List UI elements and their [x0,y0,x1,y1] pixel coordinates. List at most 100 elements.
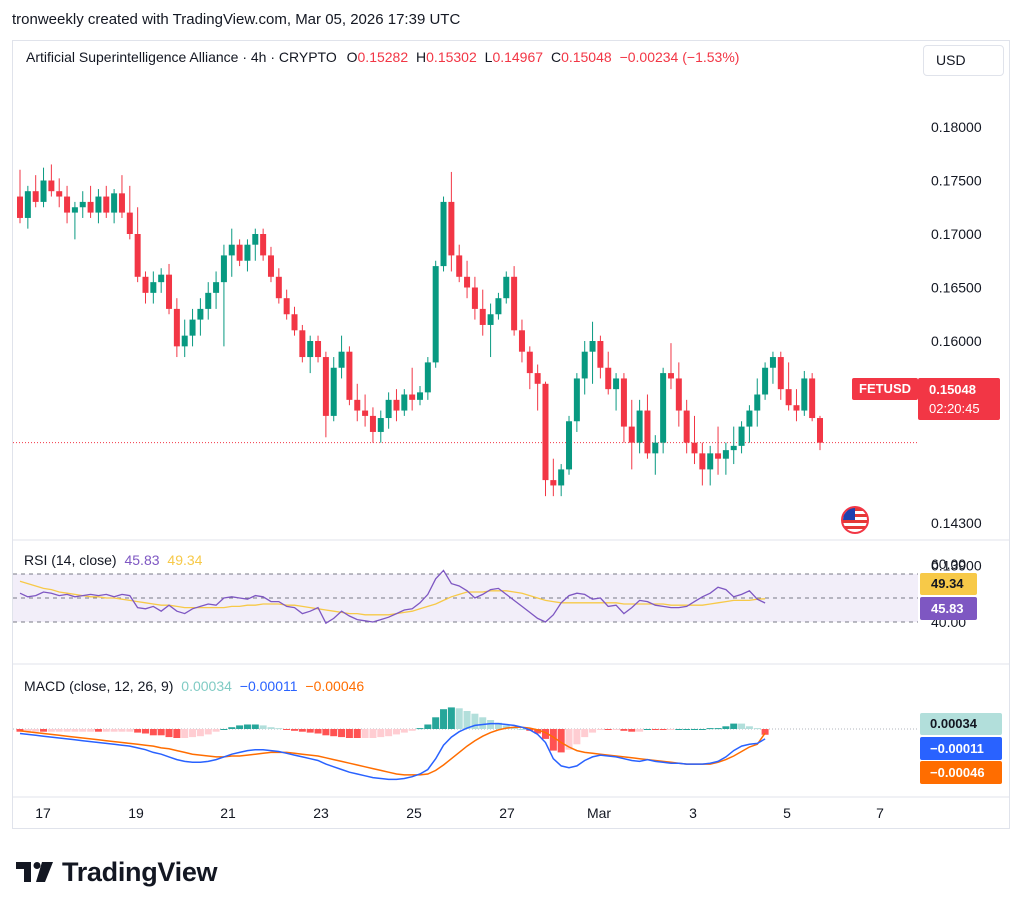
macd-histogram-bar [714,728,722,730]
candle [315,335,322,363]
candle [307,335,314,374]
candle-body [479,308,486,325]
macd-histogram-bar [212,729,220,732]
candle [667,343,674,390]
candle-body [87,201,94,213]
candle-body [613,378,620,390]
candle [573,373,580,432]
candle [636,399,643,454]
candle-body [660,373,667,443]
macd-signal-value: −0.00046 [305,678,365,694]
change-value: −0.00234 (−1.53%) [619,49,740,65]
macd-histogram-bar [40,729,48,732]
candle-body [628,426,635,443]
macd-histogram-bar [110,729,118,732]
candle [471,276,478,320]
macd-histogram-bar [314,729,322,734]
macd-histogram-bar [220,729,228,730]
rsi-axis-label: 60.00 [931,556,966,572]
candle-body [597,341,604,368]
macd-histogram-bar [479,717,487,729]
candle [213,271,220,309]
candle [260,228,267,261]
candle-body [636,410,643,443]
macd-histogram-bar [408,729,416,731]
chart-frame [12,40,1010,829]
rsi-line [19,569,766,625]
candle-body [354,399,361,411]
macd-histogram-bar [32,729,40,732]
currency-button[interactable]: USD [923,45,1004,76]
rsi-value-tag: 45.83 [920,597,977,620]
rsi-title[interactable]: RSI (14, close) [24,552,117,568]
candle-body [118,193,125,213]
candle-body [322,357,329,416]
macd-histogram-bar [463,711,471,729]
candle-body [283,298,290,315]
candle [64,185,71,224]
candle-body [573,378,580,422]
last-price-value: 0.15048 [929,382,976,397]
symbol-title[interactable]: Artificial Superintelligence Alliance · … [26,49,337,65]
candle-body [424,362,431,393]
candle [71,201,78,240]
candle [738,421,745,454]
macd-histogram-bar [455,708,463,729]
candle-body [440,201,447,267]
macd-histogram-bar [549,729,557,751]
candle-body [401,394,408,411]
macd-histogram-bar [283,729,291,730]
us-flag-icon[interactable] [841,506,869,534]
price-axis-label: 0.16500 [931,280,982,296]
macd-histogram-bar [149,729,157,736]
price-axis-label: 0.17500 [931,173,982,189]
rsi-ma-value: 49.34 [167,552,203,568]
candle-body [667,373,674,379]
macd-histogram-bar [87,729,95,732]
tradingview-brand[interactable]: TradingView [16,852,218,892]
macd-histogram-bar [275,728,283,730]
candle-body [338,351,345,368]
macd-histogram-bar [761,729,769,735]
candle-body [197,308,204,320]
candle [597,335,604,379]
candle [566,415,573,475]
candle-body [220,255,227,283]
macd-histogram-bar [94,729,102,732]
macd-histogram-bar [447,707,455,729]
macd-histogram-bar [502,725,510,729]
time-axis-label: 7 [876,805,884,821]
candle [691,415,698,465]
macd-histogram-bar [24,729,32,732]
candle [793,389,800,422]
low-label: L [484,49,493,65]
candle-body [518,330,525,352]
candle [79,191,86,218]
candle [769,351,776,384]
candle-body [793,405,800,411]
close-value: 0.15048 [561,49,612,65]
candle-body [95,196,102,213]
macd-histogram-bar [557,729,565,753]
candle-body [566,421,573,470]
candle-body [456,255,463,277]
chart-attribution: tronweekly created with TradingView.com,… [12,11,461,28]
candle [322,351,329,438]
macd-histogram-bar [510,727,518,729]
macd-histogram-bar [753,728,761,730]
time-axis-label: 3 [689,805,697,821]
candle [205,282,212,320]
candle [24,185,31,229]
candle [777,351,784,400]
candle [652,435,659,475]
candle-body [495,298,502,315]
macd-histogram-bar [47,729,55,732]
macd-title[interactable]: MACD (close, 12, 26, 9) [24,678,174,694]
macd-histogram-bar [361,729,369,738]
macd-histogram-bar [353,729,361,738]
candle-body [40,180,47,202]
macd-histogram-bar [165,729,173,738]
candle-body [620,378,627,427]
candle-body [244,244,251,261]
